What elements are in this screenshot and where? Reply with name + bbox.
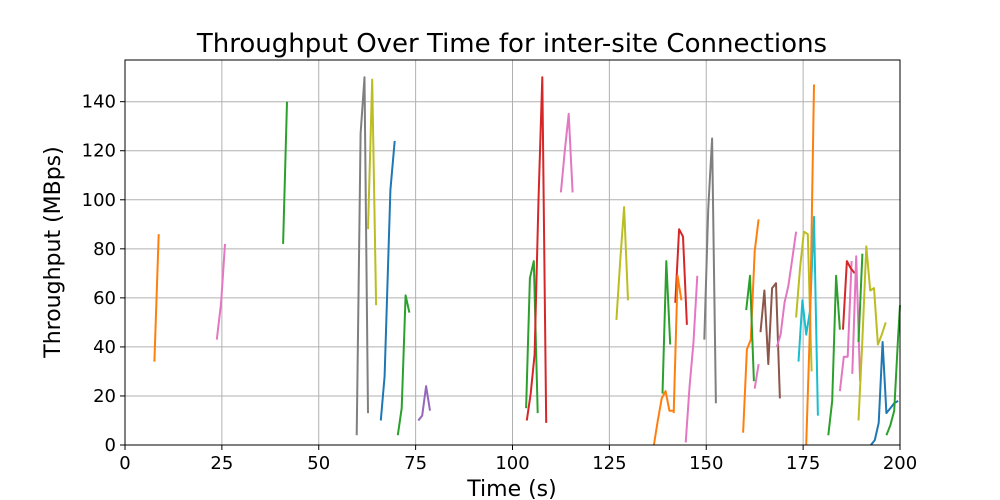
- y-tick-label: 60: [93, 288, 116, 309]
- y-tick-label: 0: [105, 435, 116, 456]
- y-tick-label: 120: [82, 141, 116, 162]
- y-tick-label: 40: [93, 337, 116, 358]
- series-line-2: [215, 243, 226, 340]
- series-line-11: [559, 112, 574, 193]
- series-line-29: [842, 260, 856, 330]
- series-line-20: [745, 274, 755, 382]
- series-line-10: [525, 76, 548, 423]
- series-line-8: [417, 385, 431, 422]
- y-tick-label: 80: [93, 239, 116, 260]
- series-line-23: [775, 231, 798, 348]
- x-tick-label: 100: [495, 453, 529, 474]
- x-tick-label: 175: [786, 453, 820, 474]
- x-tick-label: 200: [883, 453, 917, 474]
- series-line-14: [661, 260, 672, 394]
- series-line-4: [355, 76, 369, 436]
- series-line-7: [396, 294, 411, 436]
- x-tick-label: 0: [119, 453, 130, 474]
- series-line-25: [797, 215, 819, 416]
- series-line-6: [379, 140, 396, 421]
- series-line-1: [153, 234, 160, 362]
- series-line-24: [795, 230, 813, 372]
- series-line-15: [674, 228, 688, 325]
- x-tick-label: 75: [404, 453, 427, 474]
- series-line-26: [805, 84, 815, 446]
- series-line-17: [684, 275, 699, 443]
- chart-title: Throughput Over Time for inter-site Conn…: [196, 29, 827, 59]
- series-line-13: [652, 390, 674, 446]
- series-line-21: [753, 363, 760, 389]
- x-axis-ticks: 0 25 50 75 100 125 150 175 200: [119, 445, 917, 474]
- series-line-22: [759, 282, 781, 399]
- series-group: [153, 76, 901, 446]
- y-tick-label: 20: [93, 386, 116, 407]
- series-line-5: [367, 78, 378, 306]
- series-line-12: [615, 206, 629, 320]
- y-tick-label: 100: [82, 190, 116, 211]
- x-tick-label: 125: [592, 453, 626, 474]
- series-line-3: [282, 101, 288, 244]
- series-line-18: [703, 137, 717, 404]
- series-line-28: [838, 261, 853, 392]
- series-line-31: [857, 253, 864, 343]
- series-line-27: [827, 274, 841, 436]
- x-tick-label: 50: [307, 453, 330, 474]
- series-line-34: [885, 305, 901, 436]
- y-axis-ticks: 0 20 40 60 80 100 120 140: [82, 92, 125, 456]
- series-line-16: [672, 274, 683, 414]
- y-tick-label: 140: [82, 92, 116, 113]
- series-line-19: [742, 219, 760, 433]
- series-line-32: [857, 245, 887, 421]
- x-tick-label: 25: [210, 453, 233, 474]
- y-axis-title: Throughput (MBps): [41, 146, 66, 358]
- x-axis-title: Time (s): [466, 477, 556, 500]
- x-tick-label: 150: [689, 453, 723, 474]
